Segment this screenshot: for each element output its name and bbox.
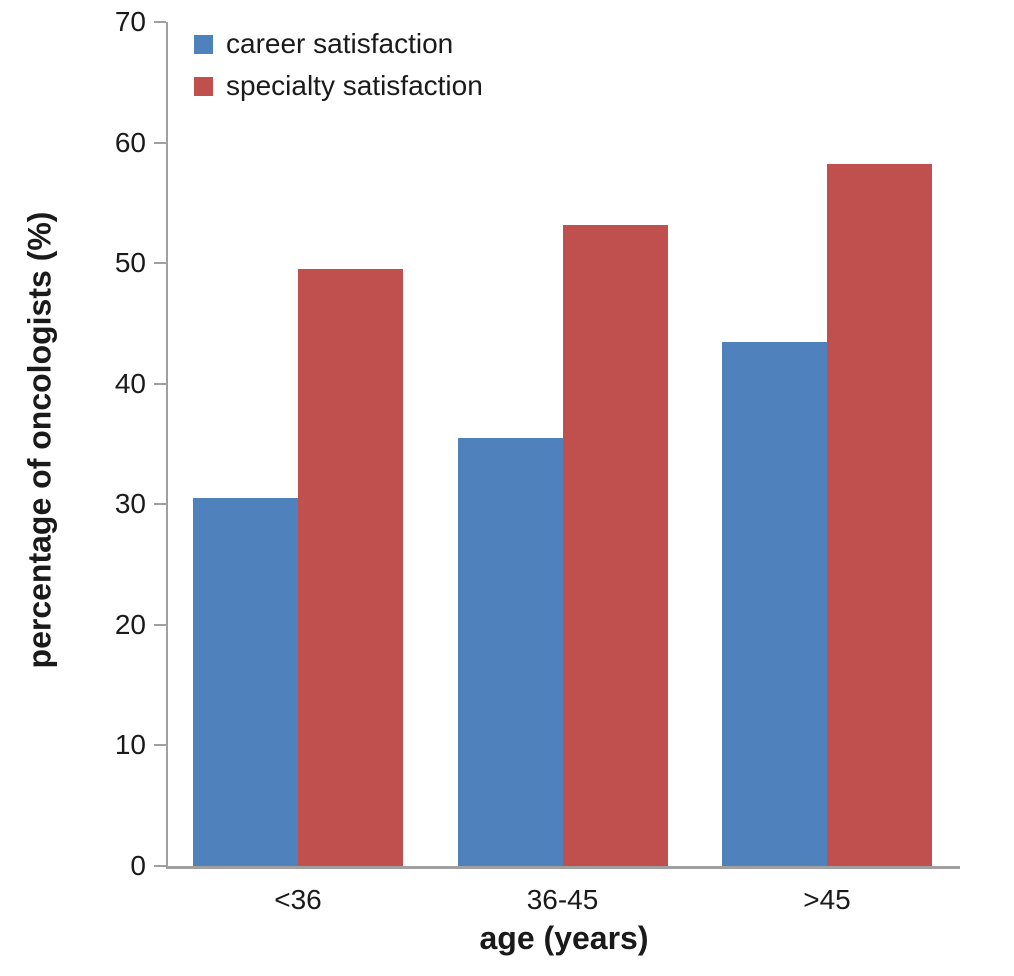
legend-label-specialty: specialty satisfaction [226,70,483,101]
y-tick-label: 10 [114,729,146,761]
y-tick-label: 0 [130,850,146,881]
y-tick-label: 60 [114,126,146,158]
y-axis-line [166,22,168,869]
x-axis-title: age (years) [479,920,649,956]
y-tick-label: 50 [114,247,146,279]
legend-item-career-satisfaction: career satisfaction [194,28,483,60]
bar-specialty-<36 [298,269,403,866]
y-tick-mark [154,865,166,867]
y-tick-mark [154,382,166,385]
legend-item-specialty-satisfaction: specialty satisfaction [194,70,483,102]
legend: career satisfaction specialty satisfacti… [194,28,483,102]
y-tick-mark [154,623,166,626]
bar-career->45 [722,341,827,866]
x-tick-label: <36 [274,884,322,915]
y-tick-mark [154,744,166,747]
bar-specialty-36-45 [562,224,668,866]
y-tick-mark [154,262,166,265]
bar-specialty->45 [827,164,932,866]
x-tick-label: >45 [803,884,851,915]
bar-career-<36 [193,498,298,866]
legend-swatch-career-icon [194,34,213,54]
y-tick-label: 20 [114,608,146,640]
y-tick-mark [154,141,166,144]
y-tick-mark [154,21,166,23]
y-axis-title: percentage of oncologists (%) [21,211,58,669]
legend-swatch-specialty-icon [194,76,213,96]
y-tick-label: 70 [114,6,146,37]
x-tick-label: 36-45 [526,884,599,915]
legend-label-career: career satisfaction [226,28,454,59]
bar-career-36-45 [457,437,563,866]
y-tick-label: 40 [114,367,146,399]
x-axis-line [166,866,960,869]
y-tick-label: 30 [114,488,146,520]
y-tick-mark [154,503,166,506]
plot-area: career satisfaction specialty satisfacti… [115,6,960,915]
